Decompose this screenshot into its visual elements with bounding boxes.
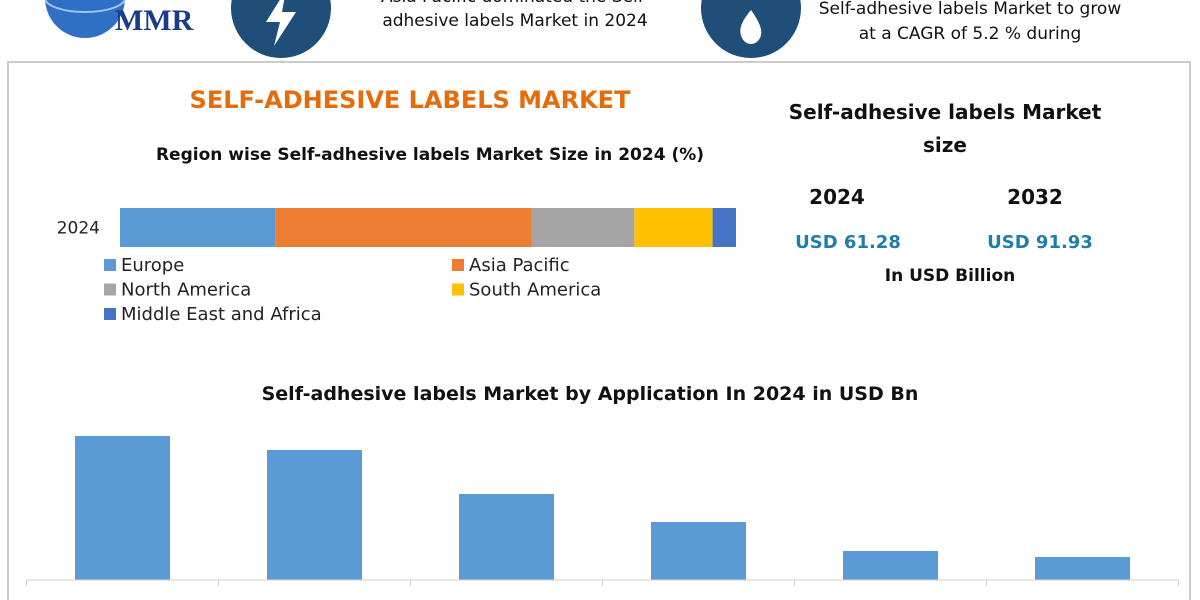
bar-segment bbox=[275, 208, 532, 247]
year-label: 2024 bbox=[809, 185, 865, 209]
bar bbox=[651, 522, 746, 580]
legend-label: Europe bbox=[121, 255, 184, 276]
legend-swatch bbox=[452, 283, 464, 296]
size-title: Self-adhesive labels Market size bbox=[788, 100, 1102, 157]
logo-globe bbox=[45, 0, 125, 38]
legend-swatch bbox=[104, 283, 116, 296]
main-title: SELF-ADHESIVE LABELS MARKET bbox=[189, 86, 631, 114]
bar-segment bbox=[120, 208, 276, 247]
chart-title: Self-adhesive labels Market by Applicati… bbox=[261, 383, 919, 405]
bar bbox=[459, 494, 554, 580]
size-value: USD 61.28 bbox=[795, 232, 901, 253]
year-label: 2032 bbox=[1007, 185, 1063, 209]
bar-segment bbox=[712, 208, 736, 247]
bar-segment bbox=[531, 208, 635, 247]
legend-swatch bbox=[452, 259, 464, 271]
chart-title: Region wise Self-adhesive labels Market … bbox=[155, 145, 705, 165]
y-tick-label: 2024 bbox=[57, 219, 100, 239]
legend-label: North America bbox=[121, 280, 251, 301]
size-value: USD 91.93 bbox=[987, 232, 1093, 253]
legend-label: Asia Pacific bbox=[469, 255, 570, 276]
bolt-icon bbox=[266, 0, 296, 46]
flame-icon bbox=[740, 10, 762, 44]
unit-label: In USD Billion bbox=[884, 266, 1016, 286]
legend-swatch bbox=[104, 308, 116, 320]
bar-segment bbox=[634, 208, 713, 247]
fact-text: Asia Pacific dominated the Self-adhesive… bbox=[381, 0, 649, 31]
logo-ring bbox=[44, 0, 126, 13]
bar bbox=[75, 435, 170, 580]
bar bbox=[843, 551, 938, 580]
logo-text: MMR bbox=[115, 4, 194, 37]
legend-label: South America bbox=[469, 280, 601, 301]
bar bbox=[1035, 556, 1130, 580]
legend-swatch bbox=[104, 259, 116, 271]
fact-text: Self-adhesive labels Market to grow at a… bbox=[818, 0, 1122, 44]
legend-label: Middle East and Africa bbox=[121, 304, 322, 325]
frame bbox=[7, 61, 1191, 600]
bar bbox=[267, 449, 362, 580]
